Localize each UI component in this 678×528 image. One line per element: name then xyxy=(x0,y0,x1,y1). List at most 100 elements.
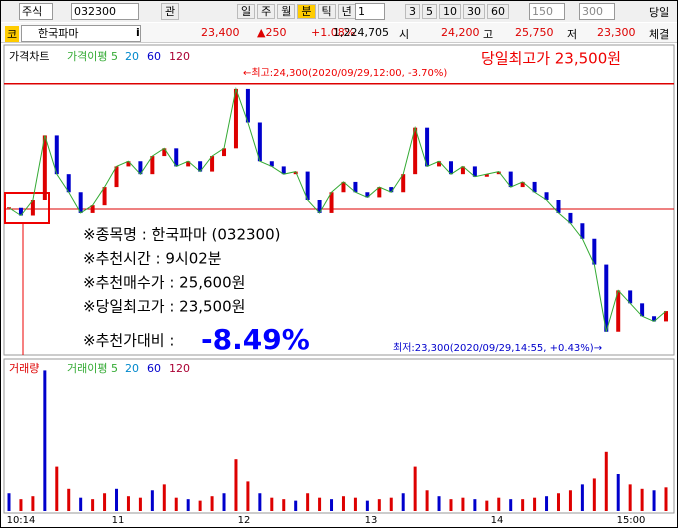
period[interactable]: 년 xyxy=(337,4,356,19)
legend-item: 20 xyxy=(125,50,139,63)
interval[interactable]: 60 xyxy=(487,4,509,19)
tag: 코 xyxy=(5,26,20,42)
note-line: ※추천시간 : 9시02분 xyxy=(83,250,222,268)
candle xyxy=(425,127,430,167)
period[interactable]: 일 xyxy=(237,4,256,19)
info-icon[interactable]: i xyxy=(136,26,140,39)
candle xyxy=(580,223,585,239)
volume-bar xyxy=(222,493,226,511)
high-label: 고 xyxy=(483,28,494,41)
candle xyxy=(54,135,59,175)
candle xyxy=(222,148,227,157)
candle xyxy=(401,174,406,193)
legend-item: 가격이평 5 xyxy=(67,50,118,63)
candle xyxy=(341,181,346,193)
volume-bar xyxy=(497,497,501,511)
interval[interactable]: 3 xyxy=(405,4,420,19)
highlight-box xyxy=(4,192,50,224)
volume-bar xyxy=(664,487,668,511)
volume-bar xyxy=(437,496,441,511)
volume-bar xyxy=(138,497,142,511)
today[interactable]: 당일 xyxy=(649,6,670,19)
volume-bar xyxy=(246,481,250,511)
price: 23,400 xyxy=(201,26,240,39)
candle xyxy=(484,174,489,177)
candle xyxy=(257,122,262,162)
high-note: ←최고:24,300(2020/09/29,12:00, -3.70%) xyxy=(243,67,447,79)
x-tick-label: 10:14 xyxy=(7,515,36,526)
candle xyxy=(90,205,95,213)
view-from[interactable]: 150 xyxy=(529,3,565,20)
legend-item: 60 xyxy=(147,362,161,375)
period[interactable]: 주 xyxy=(257,4,276,19)
legend-item: 거래이평 5 xyxy=(67,362,118,375)
volume-bar xyxy=(162,484,166,511)
candle xyxy=(114,166,119,188)
volume-bar xyxy=(616,474,620,511)
interval[interactable]: 5 xyxy=(422,4,437,19)
watch[interactable]: 관 xyxy=(161,3,180,20)
period[interactable]: 분 xyxy=(297,4,316,19)
volume-bar xyxy=(556,493,560,511)
view-to[interactable]: 300 xyxy=(579,3,615,20)
candle xyxy=(186,161,191,167)
volume-bar xyxy=(640,488,644,511)
volume-bar xyxy=(521,499,525,511)
note-line: ※추천가대비 : xyxy=(83,332,174,350)
high: 25,750 xyxy=(515,26,554,39)
volume-bar xyxy=(604,451,608,511)
candle xyxy=(532,181,537,193)
candle xyxy=(269,161,274,167)
candle xyxy=(329,192,334,213)
legend-item: 거래량 xyxy=(9,362,39,375)
x-tick-label: 14 xyxy=(491,515,504,526)
candle xyxy=(305,171,310,200)
candle xyxy=(496,171,501,175)
period[interactable]: 틱 xyxy=(317,4,336,19)
low: 23,300 xyxy=(597,26,636,39)
candle xyxy=(317,200,322,213)
volume-bar xyxy=(389,497,393,511)
period[interactable]: 월 xyxy=(277,4,296,19)
market[interactable]: 주식 xyxy=(19,3,53,20)
volume-bar xyxy=(210,496,214,511)
trade[interactable]: 체결 xyxy=(649,28,670,41)
note-line: ※추천매수가 : 25,600원 xyxy=(83,274,245,292)
volume-bar xyxy=(318,497,322,511)
legend-item: 가격차트 xyxy=(9,50,49,63)
candle xyxy=(640,303,645,317)
candle xyxy=(460,166,465,175)
volume-bar xyxy=(330,499,334,511)
interval[interactable]: 10 xyxy=(439,4,461,19)
info-bar xyxy=(1,23,677,43)
legend-item: 120 xyxy=(169,362,190,375)
x-tick-label: 11 xyxy=(112,515,125,526)
volume-bar xyxy=(43,370,47,511)
volume-bar xyxy=(461,497,465,511)
volume-bar xyxy=(186,499,190,511)
headline: 당일최고가 23,500원 xyxy=(481,50,621,68)
volume-bar xyxy=(55,466,59,511)
low-note: 최저:23,300(2020/09/29,14:55, +0.43%)→ xyxy=(393,342,602,354)
code[interactable]: 032300 xyxy=(71,3,139,20)
volume-bar xyxy=(306,493,310,511)
legend-item: 120 xyxy=(169,50,190,63)
low-label: 저 xyxy=(567,28,578,41)
volume: 1,224,705 xyxy=(333,26,389,39)
note-line: ※당일최고가 : 23,500원 xyxy=(83,298,245,316)
open: 24,200 xyxy=(441,26,480,39)
volume-bar xyxy=(652,490,656,511)
count[interactable]: 1 xyxy=(355,3,385,20)
interval[interactable]: 30 xyxy=(463,4,485,19)
volume-bar xyxy=(7,493,11,511)
volume-bar xyxy=(353,497,357,511)
candle xyxy=(616,290,621,332)
volume-bar xyxy=(413,466,417,511)
close-line xyxy=(8,87,667,332)
candle xyxy=(102,187,107,206)
volume-bar xyxy=(115,488,119,511)
candle xyxy=(18,207,23,216)
candle xyxy=(389,187,394,193)
candle xyxy=(544,192,549,200)
